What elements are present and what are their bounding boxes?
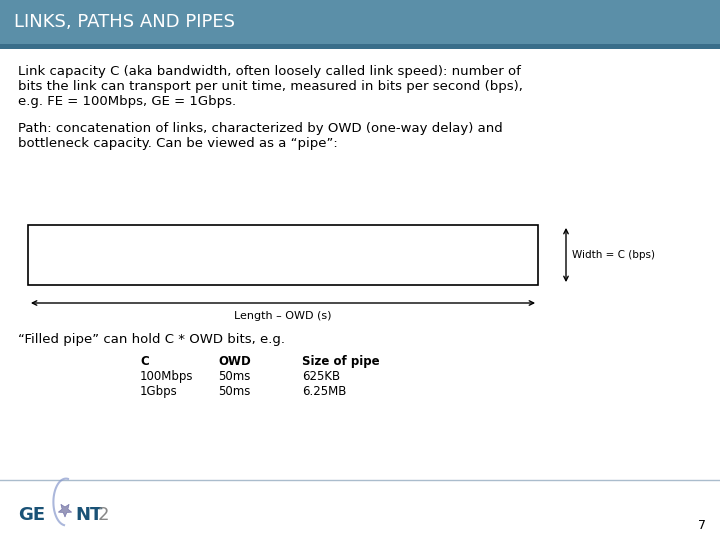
- Text: 100Mbps: 100Mbps: [140, 370, 194, 383]
- Text: GE: GE: [18, 506, 45, 524]
- Text: 6.25MB: 6.25MB: [302, 385, 346, 398]
- Text: NT: NT: [75, 506, 102, 524]
- Text: Width = C (bps): Width = C (bps): [572, 250, 655, 260]
- Text: 7: 7: [698, 519, 706, 532]
- Text: “Filled pipe” can hold C * OWD bits, e.g.: “Filled pipe” can hold C * OWD bits, e.g…: [18, 333, 285, 346]
- Polygon shape: [58, 504, 72, 517]
- Text: OWD: OWD: [218, 355, 251, 368]
- Bar: [28, 225, 538, 285]
- Text: Link capacity C (aka bandwidth, often loosely called link speed): number of: Link capacity C (aka bandwidth, often lo…: [18, 65, 521, 78]
- Text: Size of pipe: Size of pipe: [302, 355, 379, 368]
- Text: 625KB: 625KB: [302, 370, 340, 383]
- Text: Path: concatenation of links, characterized by OWD (one-way delay) and: Path: concatenation of links, characteri…: [18, 122, 503, 135]
- Text: e.g. FE = 100Mbps, GE = 1Gbps.: e.g. FE = 100Mbps, GE = 1Gbps.: [18, 95, 236, 108]
- Bar: [0, 44, 720, 49]
- Bar: [0, 0, 720, 44]
- Text: 2: 2: [98, 506, 109, 524]
- Text: 50ms: 50ms: [218, 385, 251, 398]
- Text: bottleneck capacity. Can be viewed as a “pipe”:: bottleneck capacity. Can be viewed as a …: [18, 137, 338, 150]
- Text: LINKS, PATHS AND PIPES: LINKS, PATHS AND PIPES: [14, 13, 235, 31]
- Text: C: C: [140, 355, 149, 368]
- Text: bits the link can transport per unit time, measured in bits per second (bps),: bits the link can transport per unit tim…: [18, 80, 523, 93]
- Text: 1Gbps: 1Gbps: [140, 385, 178, 398]
- Text: 50ms: 50ms: [218, 370, 251, 383]
- Text: Length – OWD (s): Length – OWD (s): [234, 311, 332, 321]
